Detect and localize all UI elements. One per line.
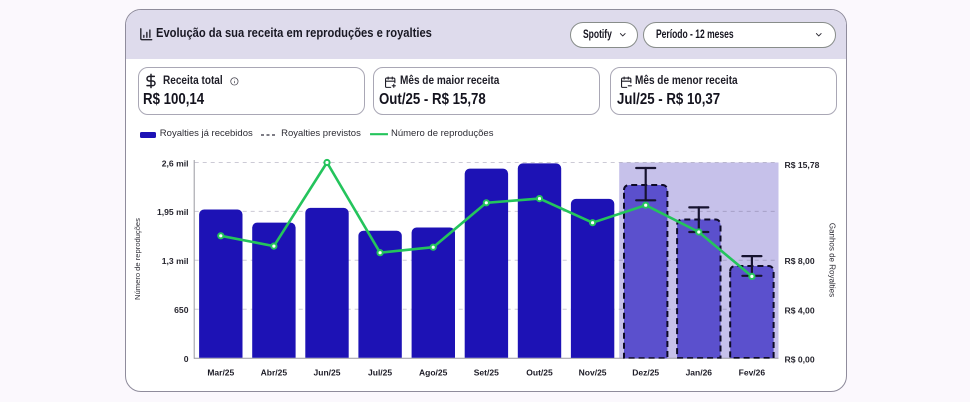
svg-text:Fev/26: Fev/26	[739, 368, 766, 378]
svg-text:R$ 4,00: R$ 4,00	[785, 305, 815, 315]
svg-text:Dez/25: Dez/25	[632, 368, 659, 378]
svg-text:R$ 0,00: R$ 0,00	[785, 355, 815, 365]
svg-text:Número de reproduções: Número de reproduções	[133, 218, 142, 300]
svg-text:2,6 mil: 2,6 mil	[162, 158, 189, 168]
svg-text:Jul/25: Jul/25	[368, 368, 392, 378]
svg-text:R$ 8,00: R$ 8,00	[785, 256, 815, 266]
svg-text:0: 0	[184, 354, 189, 364]
svg-text:Ganhos de Royalties: Ganhos de Royalties	[828, 223, 837, 297]
svg-text:Abr/25: Abr/25	[261, 368, 288, 378]
svg-text:Jan/26: Jan/26	[686, 368, 713, 378]
svg-text:R$ 15,78: R$ 15,78	[785, 160, 820, 170]
svg-text:Jun/25: Jun/25	[314, 368, 341, 378]
svg-text:1,95 mil: 1,95 mil	[157, 207, 189, 217]
svg-text:Set/25: Set/25	[474, 368, 499, 378]
svg-text:1,3 mil: 1,3 mil	[162, 256, 189, 266]
svg-text:650: 650	[174, 305, 189, 315]
svg-text:Mar/25: Mar/25	[207, 368, 234, 378]
svg-text:Nov/25: Nov/25	[579, 368, 607, 378]
svg-text:Ago/25: Ago/25	[419, 368, 448, 378]
svg-text:Out/25: Out/25	[526, 368, 553, 378]
